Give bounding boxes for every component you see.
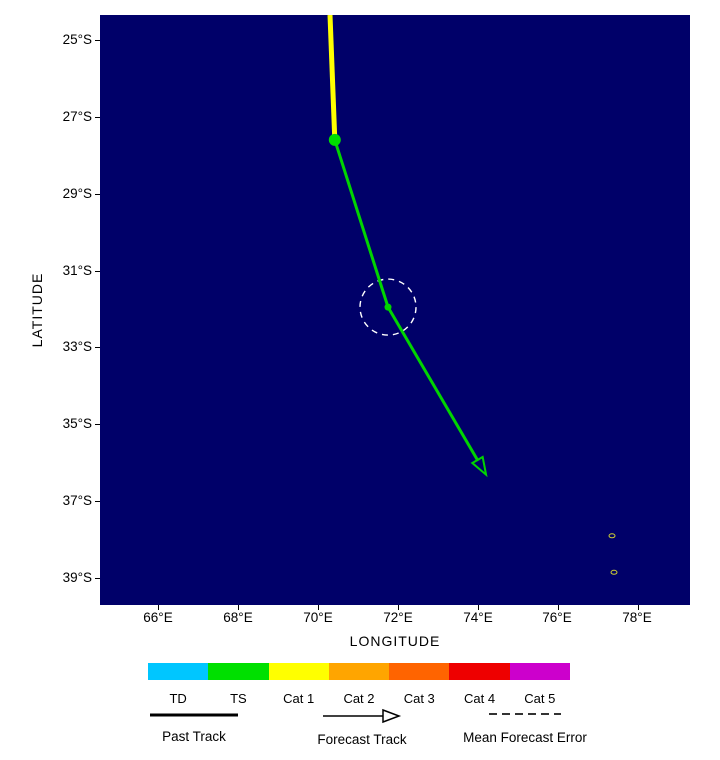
y-axis-title: LATITUDE (29, 272, 45, 348)
y-axis-tick (95, 40, 100, 41)
y-axis-tick (95, 578, 100, 579)
intensity-colorbar (148, 663, 570, 680)
forecast-position-dot (384, 303, 392, 311)
y-tick-label: 35°S (62, 416, 92, 431)
past-track-sample-line (150, 713, 238, 717)
legend-swatch-cat4 (449, 663, 510, 680)
y-tick-label: 33°S (62, 339, 92, 354)
legend-label-td: TD (169, 691, 187, 706)
forecast-track-label: Forecast Track (317, 732, 407, 747)
x-axis-title: LONGITUDE (349, 633, 441, 649)
x-axis-tick (478, 605, 479, 610)
past-track-label: Past Track (162, 729, 226, 744)
x-tick-label: 70°E (303, 610, 333, 625)
legend-label-cat1: Cat 1 (283, 691, 315, 706)
island-speck (610, 569, 618, 575)
y-tick-label: 39°S (62, 570, 92, 585)
legend-swatch-cat2 (328, 663, 390, 680)
x-axis-tick (318, 605, 319, 610)
current-position-dot (328, 133, 341, 146)
y-tick-label: 37°S (62, 493, 92, 508)
x-tick-label: 76°E (542, 610, 572, 625)
legend-item-past-track: Past Track (146, 712, 242, 744)
legend-item-mean-forecast-error: Mean Forecast Error (438, 711, 612, 745)
island-speck (608, 533, 616, 539)
map-area (100, 15, 690, 605)
y-axis-tick (95, 117, 100, 118)
legend-label-cat3: Cat 3 (403, 691, 435, 706)
legend-item-forecast-track: Forecast Track (298, 707, 426, 747)
x-tick-label: 66°E (143, 610, 173, 625)
y-axis-tick (95, 501, 100, 502)
x-tick-label: 78°E (622, 610, 652, 625)
y-tick-label: 27°S (62, 109, 92, 124)
legend-swatch-ts (208, 663, 269, 680)
y-axis-tick (95, 271, 100, 272)
y-axis-tick (95, 347, 100, 348)
y-tick-label: 31°S (62, 263, 92, 278)
x-tick-label: 74°E (463, 610, 493, 625)
legend-swatch-cat3 (389, 663, 450, 680)
x-axis-tick (638, 605, 639, 610)
mean-forecast-error-sample-dash (489, 713, 561, 715)
x-tick-label: 68°E (223, 610, 253, 625)
cyclone-track-layer (327, 15, 618, 575)
y-tick-label: 25°S (62, 32, 92, 47)
x-axis-tick (238, 605, 239, 610)
mean-forecast-error-circle (359, 278, 417, 336)
y-axis-tick (95, 194, 100, 195)
legend-swatch-td (148, 663, 209, 680)
past-track-line (327, 15, 338, 140)
legend-swatch-cat1 (268, 663, 329, 680)
forecast-track-sample-arrow (323, 708, 402, 724)
mean-forecast-error-label: Mean Forecast Error (463, 730, 587, 745)
legend-label-cat4: Cat 4 (464, 691, 496, 706)
x-tick-label: 72°E (383, 610, 413, 625)
y-tick-label: 29°S (62, 186, 92, 201)
x-axis-tick (558, 605, 559, 610)
x-axis-tick (398, 605, 399, 610)
forecast-track-line (333, 139, 488, 478)
legend-swatch-cat5 (509, 663, 570, 680)
y-axis-tick (95, 424, 100, 425)
legend-label-cat5: Cat 5 (524, 691, 556, 706)
intensity-category-labels: TD TS Cat 1 Cat 2 Cat 3 Cat 4 Cat 5 (148, 691, 570, 706)
legend-label-cat2: Cat 2 (343, 691, 375, 706)
x-axis-tick (158, 605, 159, 610)
legend-label-ts: TS (230, 691, 247, 706)
